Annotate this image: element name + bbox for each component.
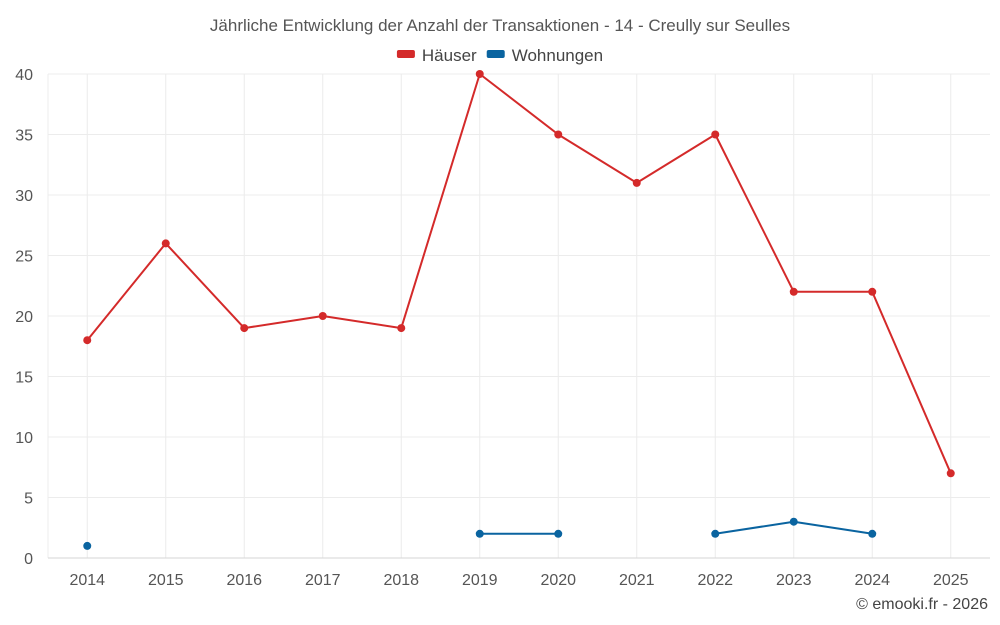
legend-label[interactable]: Wohnungen: [512, 46, 603, 65]
series-0-point[interactable]: [240, 324, 249, 333]
series-0-point[interactable]: [554, 130, 563, 139]
x-tick-label: 2014: [69, 572, 105, 589]
x-tick-label: 2023: [776, 572, 812, 589]
x-tick-label: 2017: [305, 572, 341, 589]
x-tick-label: 2025: [933, 572, 969, 589]
series-1-point[interactable]: [711, 529, 720, 538]
series-0-point[interactable]: [83, 336, 92, 345]
series-0-point[interactable]: [868, 287, 877, 296]
series-0-point[interactable]: [475, 70, 484, 78]
series-1-point[interactable]: [475, 529, 484, 538]
x-tick-label: 2024: [854, 572, 890, 589]
y-tick-label: 0: [24, 551, 33, 568]
y-tick-label: 30: [15, 188, 33, 205]
series-0-point[interactable]: [397, 324, 406, 333]
series-layer: [83, 70, 955, 550]
x-tick-label: 2018: [383, 572, 419, 589]
legend-swatch[interactable]: [396, 50, 415, 58]
series-1-point[interactable]: [83, 541, 92, 550]
grid: [47, 73, 990, 558]
x-tick-label: 2021: [619, 572, 655, 589]
series-1-point[interactable]: [789, 517, 798, 526]
x-tick-label: 2019: [462, 572, 498, 589]
series-0-point[interactable]: [318, 312, 327, 320]
y-tick-label: 25: [15, 249, 33, 266]
y-tick-label: 5: [24, 491, 33, 508]
x-tick-label: 2022: [697, 572, 733, 589]
chart-title: Jährliche Entwicklung der Anzahl der Tra…: [210, 16, 790, 35]
series-0-point[interactable]: [711, 130, 720, 139]
series-0-point[interactable]: [161, 239, 170, 248]
y-tick-label: 35: [15, 128, 33, 145]
x-tick-label: 2015: [148, 572, 184, 589]
y-tick-label: 40: [15, 67, 33, 84]
x-axis: 2014 2015 2016 2017 2018 2019 2020 2021 2022 2023…: [48, 557, 990, 589]
y-tick-label: 10: [15, 430, 33, 447]
legend-swatch[interactable]: [486, 50, 505, 58]
credit-text: © emooki.fr - 2026: [856, 596, 988, 613]
legend-label[interactable]: Häuser: [422, 46, 477, 65]
series-0-point[interactable]: [946, 469, 955, 478]
x-tick-label: 2016: [226, 572, 262, 589]
series-1-point[interactable]: [868, 529, 877, 538]
legend: Häuser Wohnungen: [396, 46, 603, 65]
y-axis: 0 5 10 15 20 25 30 35 40: [15, 67, 33, 568]
series-0-point[interactable]: [632, 178, 641, 187]
y-tick-label: 20: [15, 309, 33, 326]
y-tick-label: 15: [15, 370, 33, 387]
series-0-point[interactable]: [789, 287, 798, 296]
series-1-point[interactable]: [554, 529, 563, 538]
series-0-line: [86, 73, 952, 474]
x-tick-label: 2020: [540, 572, 576, 589]
